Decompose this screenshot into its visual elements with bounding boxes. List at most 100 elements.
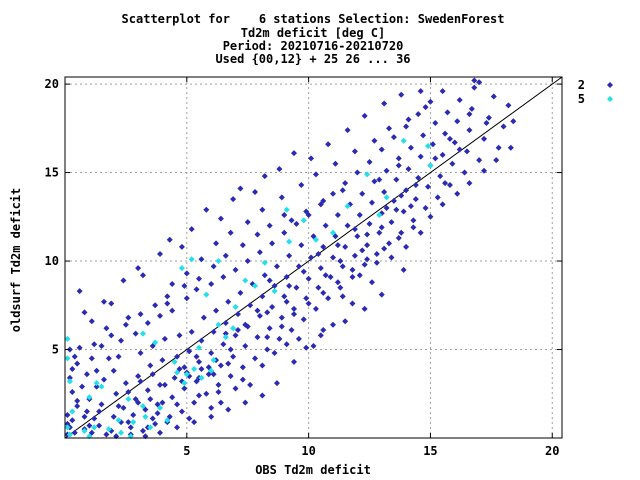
point-s2-320 <box>278 194 285 201</box>
point-s2-206 <box>490 93 497 100</box>
point-s2-284 <box>147 396 154 403</box>
point-s2-79 <box>215 381 222 388</box>
point-s2-340 <box>122 321 129 328</box>
point-s2-394 <box>466 180 473 187</box>
point-s2-123 <box>305 275 312 282</box>
point-s2-11 <box>71 353 78 360</box>
point-s2-135 <box>329 254 336 261</box>
point-s2-34 <box>118 337 125 344</box>
point-s2-270 <box>215 388 222 395</box>
point-s2-197 <box>456 97 463 104</box>
point-s2-341 <box>137 311 144 318</box>
point-s2-141 <box>342 243 349 250</box>
point-s2-39 <box>135 373 142 380</box>
point-s2-307 <box>239 376 246 383</box>
point-s2-209 <box>505 102 512 109</box>
point-s2-268 <box>198 365 205 372</box>
point-s2-37 <box>130 411 137 418</box>
point-s5-22 <box>210 357 217 364</box>
point-s2-342 <box>152 302 159 309</box>
point-s2-292 <box>322 272 329 279</box>
point-s5-42 <box>329 229 336 236</box>
point-s2-294 <box>359 247 366 254</box>
point-s2-283 <box>407 203 414 210</box>
point-s2-263 <box>137 378 144 385</box>
point-s2-81 <box>220 341 227 348</box>
point-s2-21 <box>96 422 103 429</box>
point-s2-100 <box>259 293 266 300</box>
point-s2-289 <box>234 327 241 334</box>
point-s2-119 <box>298 242 305 249</box>
point-s2-103 <box>264 346 271 353</box>
point-s2-237 <box>381 100 388 107</box>
point-s2-86 <box>230 353 237 360</box>
point-s5-48 <box>427 162 434 169</box>
point-s2-224 <box>188 226 195 233</box>
point-s2-370 <box>247 381 254 388</box>
point-s2-279 <box>351 226 358 233</box>
point-s2-280 <box>364 231 371 238</box>
point-s5-14 <box>147 424 154 431</box>
point-s2-295 <box>378 224 385 231</box>
point-s2-25 <box>103 325 110 332</box>
point-s2-131 <box>322 222 329 229</box>
point-s2-148 <box>356 212 363 219</box>
point-s2-271 <box>227 346 234 353</box>
point-s2-35 <box>125 314 132 321</box>
point-s2-314 <box>183 270 190 277</box>
point-s5-8 <box>81 427 88 434</box>
point-s2-360 <box>135 399 142 406</box>
point-s2-52 <box>161 335 168 342</box>
point-s2-196 <box>454 118 461 125</box>
point-s2-128 <box>315 284 322 291</box>
point-s2-90 <box>232 266 239 273</box>
point-s2-367 <box>208 404 215 411</box>
point-s2-208 <box>500 123 507 130</box>
point-s2-99 <box>256 312 263 319</box>
point-s2-249 <box>259 392 266 399</box>
point-s2-213 <box>100 298 107 305</box>
point-s2-60 <box>169 307 176 314</box>
point-s2-258 <box>417 229 424 236</box>
point-s2-191 <box>444 109 451 116</box>
point-s2-391 <box>427 213 434 220</box>
point-s2-337 <box>483 120 490 127</box>
point-s2-72 <box>193 286 200 293</box>
point-s2-92 <box>242 342 249 349</box>
point-s2-380 <box>264 334 271 341</box>
point-s2-355 <box>86 422 93 429</box>
point-s2-246 <box>208 413 215 420</box>
point-s2-291 <box>283 298 290 305</box>
point-s2-252 <box>310 342 317 349</box>
legend-marker-5 <box>607 96 613 102</box>
point-s2-351 <box>281 212 288 219</box>
point-s2-319 <box>259 206 266 213</box>
point-s2-71 <box>200 314 207 321</box>
point-s2-285 <box>161 381 168 388</box>
point-s5-41 <box>312 236 319 243</box>
point-s2-226 <box>217 215 224 222</box>
series-2 <box>64 77 517 440</box>
point-s2-54 <box>164 300 171 307</box>
point-s2-67 <box>191 399 198 406</box>
point-s2-69 <box>195 358 202 365</box>
legend-label-2: 2 <box>578 78 585 92</box>
point-s2-157 <box>373 250 380 257</box>
point-s2-187 <box>434 194 441 201</box>
point-s2-8 <box>74 360 81 367</box>
point-s2-372 <box>271 350 278 357</box>
point-s2-140 <box>339 263 346 270</box>
point-s2-14 <box>83 408 90 415</box>
point-s2-96 <box>244 258 251 265</box>
point-s2-323 <box>332 160 339 167</box>
point-s2-152 <box>364 242 371 249</box>
point-s5-51 <box>242 277 249 284</box>
point-s2-371 <box>259 362 266 369</box>
x-axis-label: OBS Td2m deficit <box>255 463 371 477</box>
point-s5-26 <box>232 304 239 311</box>
point-s2-300 <box>456 146 463 153</box>
point-s2-288 <box>222 330 229 337</box>
point-s2-121 <box>300 316 307 323</box>
point-s2-312 <box>373 259 380 266</box>
point-s2-16 <box>83 371 90 378</box>
